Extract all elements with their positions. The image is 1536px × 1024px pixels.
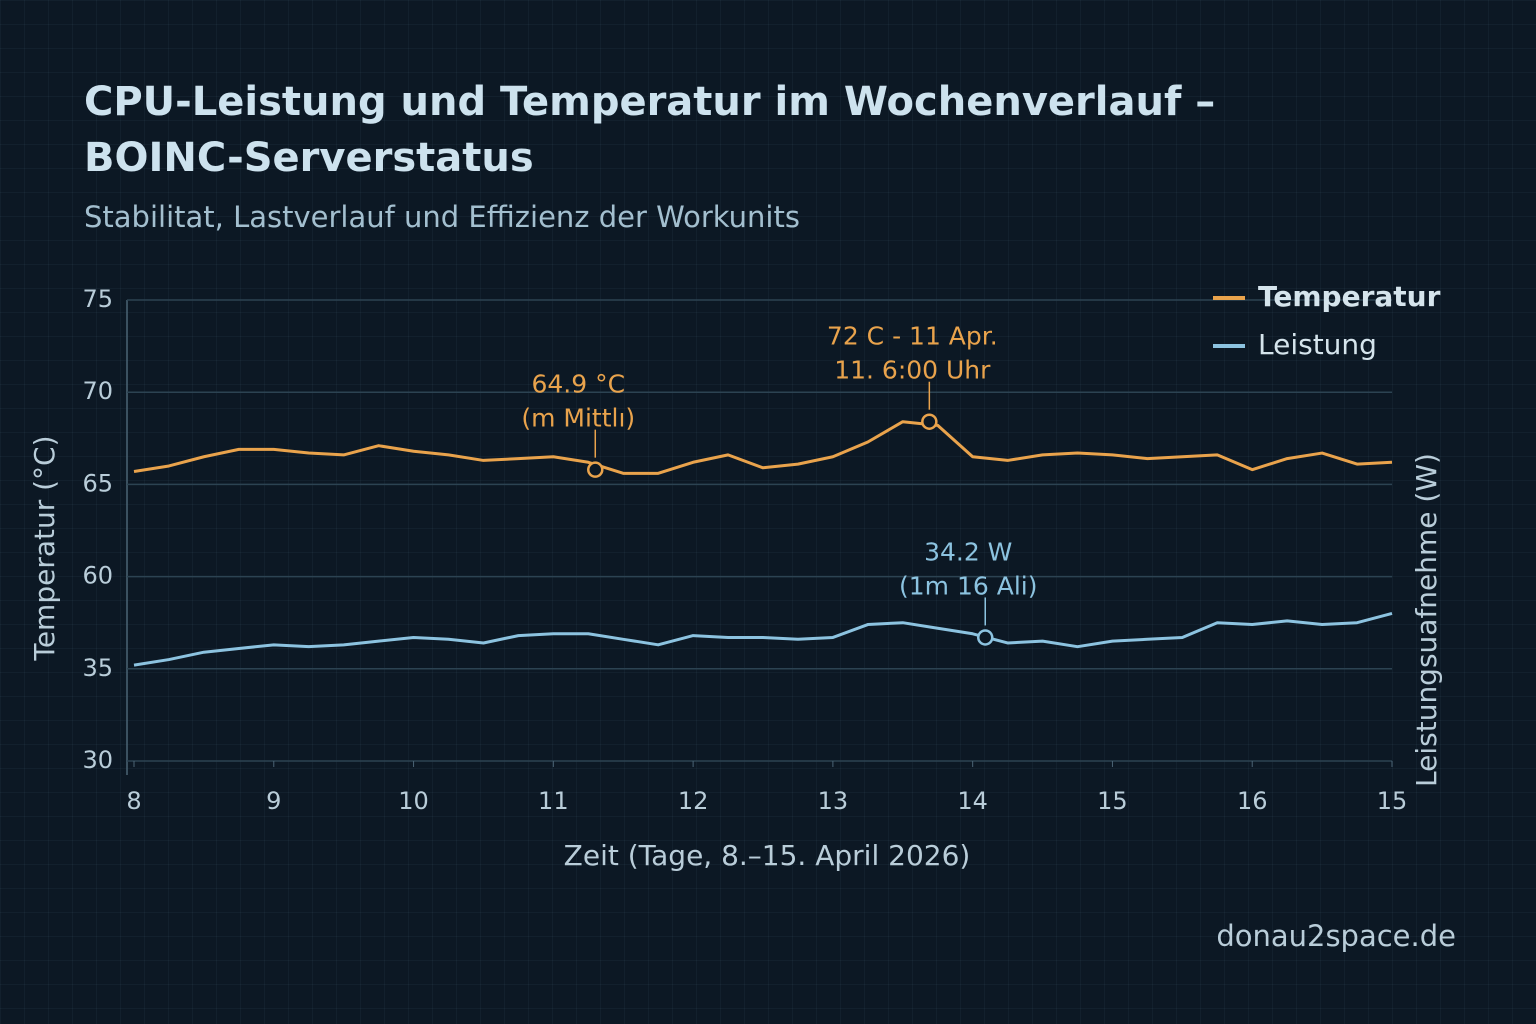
annotation-sublabel: 11. 6:00 Uhr [834,356,991,385]
x-tick-label: 10 [398,787,429,815]
x-tick-label: 13 [818,787,849,815]
x-tick-label: 9 [266,787,281,815]
y-tick-label: 30 [82,746,113,774]
x-tick-label: 16 [1237,787,1268,815]
x-tick-label: 15 [1097,787,1128,815]
x-tick-label: 8 [126,787,141,815]
legend-label: Leistung [1258,328,1377,361]
y-tick-label: 60 [82,562,113,590]
legend-label: Temperatur [1258,280,1441,313]
x-tick-label: 11 [538,787,569,815]
y-tick-label: 35 [82,654,113,682]
annotation-sublabel: (m Mittlı) [521,404,635,433]
y2-axis-label: Leistungsuafnehme (W) [1410,453,1443,787]
x-tick-label: 14 [957,787,988,815]
chart-title: CPU-Leistung und Temperatur im Wochenver… [84,79,1215,125]
annotation-label: 72 C - 11 Apr. [827,322,998,351]
x-tick-label: 12 [678,787,709,815]
annotation-point [976,629,994,646]
x-tick-label: 15 [1377,787,1408,815]
annotation-sublabel: (1m 16 Ali) [899,571,1037,600]
chart-subtitle: Stabilitat, Lastverlauf und Effizienz de… [84,200,800,234]
annotation-label: 34.2 W [924,537,1012,566]
chart-title: BOINC-Serverstatus [84,135,534,181]
series-line [133,612,1393,667]
watermark: donau2space.de [1216,919,1456,953]
x-axis-label: Zeit (Tage, 8.–15. April 2026) [564,839,971,872]
annotation-point [587,461,604,478]
annotation-label: 64.9 °C [531,370,625,399]
y-tick-label: 65 [82,469,113,497]
annotation-point [921,413,938,430]
y-tick-label: 70 [82,377,113,405]
y-axis-label: Temperatur (°C) [28,435,61,661]
y-tick-label: 75 [82,285,113,313]
series-line [133,420,1393,475]
